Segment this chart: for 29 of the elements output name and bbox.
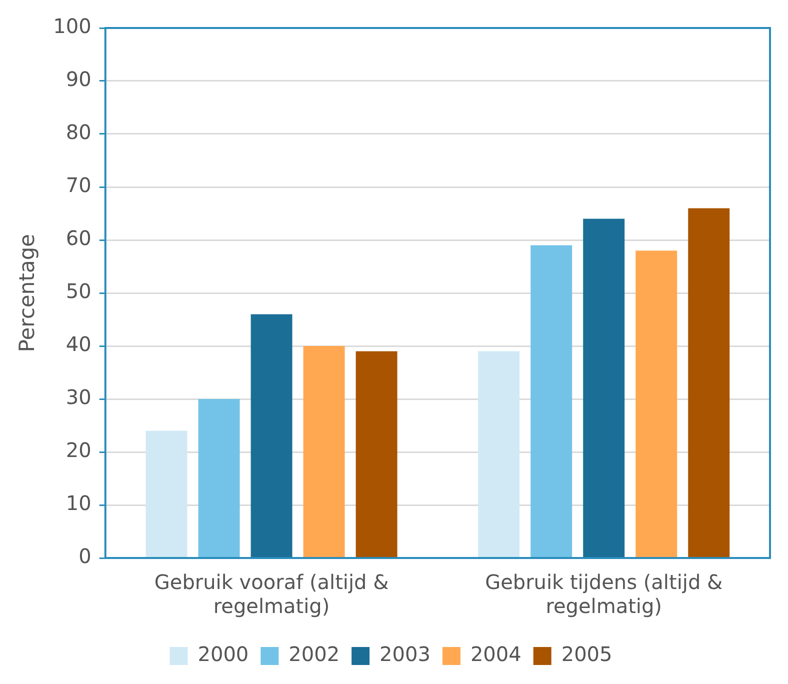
bar [478, 351, 520, 558]
bar [530, 245, 572, 558]
y-tick-label: 10 [66, 491, 92, 516]
bar [356, 351, 398, 558]
y-axis-title: Percentage [15, 234, 40, 352]
bar [303, 346, 345, 558]
legend-label: 2003 [380, 642, 430, 666]
y-tick-label: 100 [53, 14, 92, 38]
legend-label: 2002 [288, 642, 340, 666]
legend-label: 2005 [561, 642, 612, 666]
y-tick-label: 20 [66, 438, 92, 462]
bar [146, 430, 188, 558]
x-tick-label: Gebruik tijdens (altijd & regelmatig) [485, 570, 723, 618]
bar [250, 314, 292, 558]
y-tick-label: 0 [78, 544, 92, 568]
y-tick-label: 80 [66, 120, 92, 144]
y-tick-label: 30 [66, 385, 92, 410]
y-tick-label: 90 [66, 67, 92, 92]
y-tick-label: 70 [66, 173, 92, 198]
bar [198, 399, 240, 558]
legend-label: 2004 [470, 642, 522, 666]
legend-label: 2000 [198, 642, 249, 666]
bar [583, 218, 625, 558]
bar [636, 250, 678, 558]
bar [688, 208, 730, 558]
y-tick-label: 40 [66, 332, 92, 356]
y-tick-label: 50 [66, 279, 92, 304]
y-tick-label: 60 [66, 226, 92, 250]
x-tick-label: Gebruik vooraf (altijd & regelmatig) [154, 570, 389, 618]
